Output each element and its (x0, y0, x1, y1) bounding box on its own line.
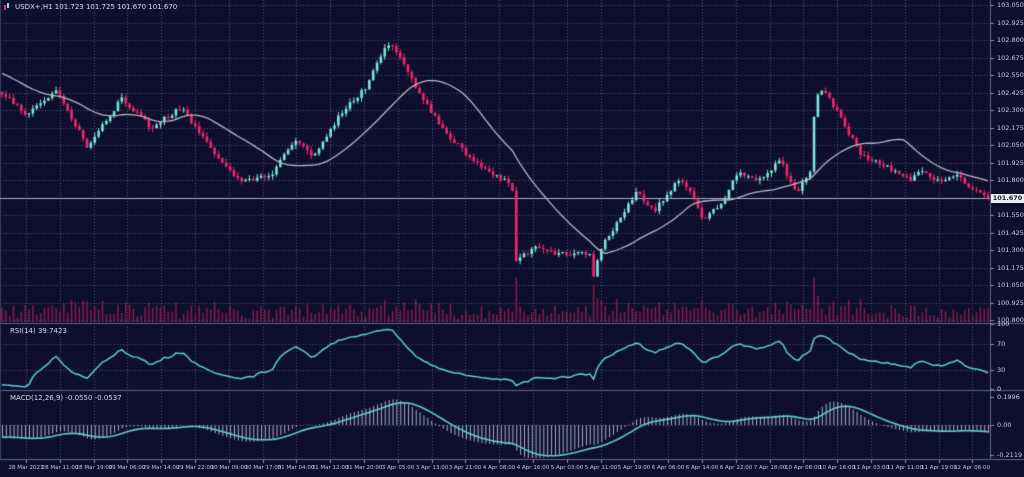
current-price-tag: 101.670 (991, 194, 1024, 203)
